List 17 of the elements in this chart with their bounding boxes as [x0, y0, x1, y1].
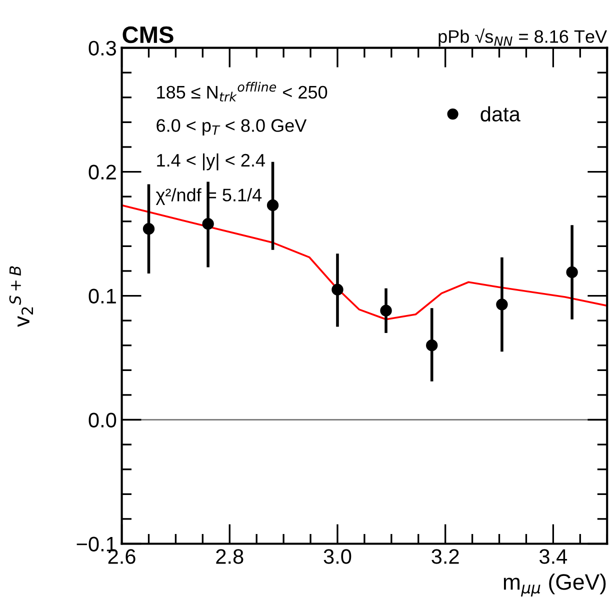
x-tick-label: 3.2 [432, 549, 459, 564]
y-tick-label: 0.0 [88, 412, 116, 428]
chart-title: CMS [122, 26, 174, 44]
x-tick-label: 3.4 [539, 549, 568, 564]
y-tick-label: 0.1 [88, 288, 116, 304]
x-axis-title: m$_{μμ}$ (GeV) [504, 574, 606, 597]
y-tick-label: 0.3 [88, 40, 116, 56]
x-tick-label: 2.6 [108, 549, 136, 564]
annotation: 185 ≤ N$_{trk}$$^{offline}$ < 250 [157, 82, 328, 102]
chart-subtitle: pPb √s$_{NN}$ = 8.16 TeV [438, 28, 607, 46]
y-axis-title: v$_{2}$$^{S+B}$ [9, 266, 33, 327]
legend-label: data [480, 106, 520, 122]
y-tick-label: 0.2 [88, 164, 116, 180]
annotation: 1.4 < |y| < 2.4 [157, 153, 265, 170]
x-tick-label: 3.0 [324, 549, 352, 564]
x-tick-label: 2.8 [216, 549, 244, 564]
annotation: 6.0 < p$_{T}$ < 8.0 GeV [156, 119, 307, 136]
